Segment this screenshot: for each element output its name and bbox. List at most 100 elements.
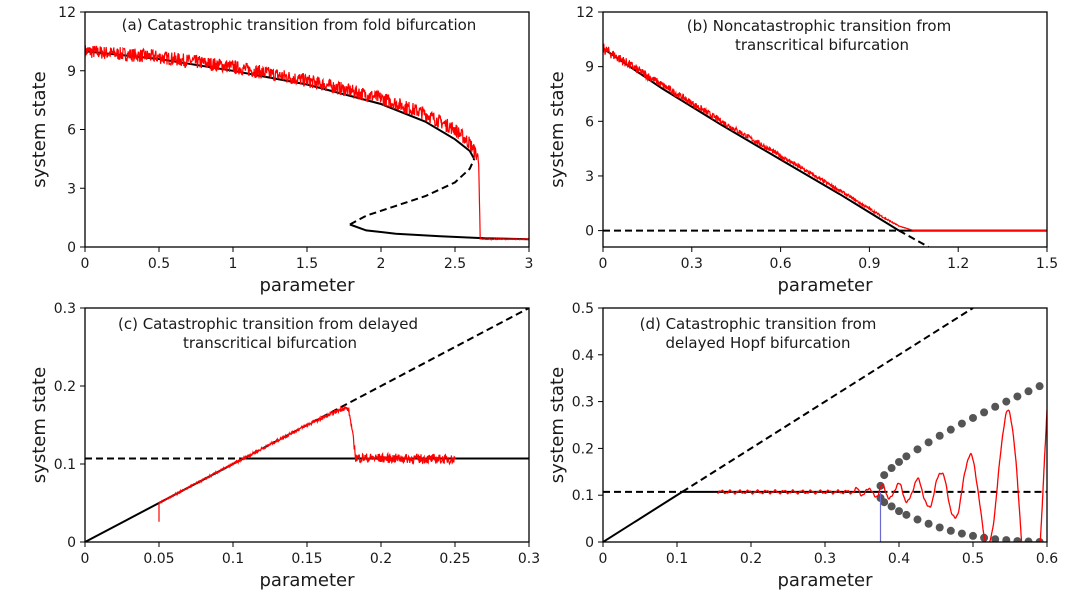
series-d-6-point: [1024, 537, 1033, 542]
series-b-0-line: [603, 47, 900, 232]
plot-area: [85, 308, 529, 542]
y-axis-label: system state: [547, 71, 568, 187]
series-d-5-point: [1013, 392, 1022, 401]
x-axis-label: parameter: [777, 275, 873, 296]
y-tick-label: 0.1: [54, 457, 76, 473]
x-tick-label: 0.6: [769, 256, 791, 272]
x-tick-label: 0.3: [681, 256, 703, 272]
y-tick-label: 0.3: [572, 395, 594, 411]
series-d-5-point: [924, 438, 933, 447]
x-axis-label: parameter: [777, 570, 873, 591]
series-c-1-line: [242, 308, 529, 460]
series-d-0-line: [603, 491, 683, 542]
series-d-6-point: [924, 519, 933, 528]
series-d-5-point: [913, 445, 922, 454]
panel-title: (c) Catastrophic transition from delayed: [118, 315, 418, 333]
series-d-7-trajectory: [717, 409, 1047, 542]
series-d-5-point: [902, 452, 911, 461]
x-tick-label: 0.5: [148, 256, 170, 272]
chart-panel-b: 0 0.3 0.6 0.9 1.2 1.5 0 3 6 9 12 parameter system st…: [547, 5, 1058, 296]
y-tick-label: 9: [585, 60, 594, 76]
series-d-6-point: [895, 507, 903, 516]
panel-title: transcritical bifurcation: [183, 334, 357, 352]
axes-frame: [602, 11, 1048, 248]
y-tick-label: 6: [585, 114, 594, 130]
y-tick-label: 0.4: [572, 348, 594, 364]
panel-title: (d) Catastrophic transition from: [640, 315, 877, 333]
series-a-3-trajectory: [85, 45, 529, 241]
x-tick-label: 0.3: [518, 551, 540, 567]
series-d-5-point: [887, 464, 896, 473]
series-d-6-point: [935, 523, 944, 532]
series-d-5-point: [876, 481, 885, 490]
series-d-5-point: [1024, 387, 1033, 396]
series-d-6-point: [887, 502, 896, 511]
series-d-6-point: [880, 498, 889, 507]
x-tick-label: 0: [81, 256, 90, 272]
series-d-5-point: [935, 431, 944, 440]
y-tick-label: 12: [58, 5, 76, 21]
series-d-6-point: [957, 529, 966, 538]
y-tick-label: 0.1: [572, 488, 594, 504]
x-tick-label: 0.6: [1036, 551, 1058, 567]
y-axis-label: system state: [29, 367, 50, 483]
y-tick-label: 0.5: [572, 301, 594, 317]
y-tick-label: 9: [67, 64, 76, 80]
series-d-6-point: [1035, 538, 1044, 542]
x-tick-label: 0.1: [666, 551, 688, 567]
panel-title: (a) Catastrophic transition from fold bi…: [122, 16, 477, 34]
x-tick-label: 2: [377, 256, 386, 272]
x-tick-label: 3: [525, 256, 534, 272]
panel-title: (b) Noncatastrophic transition from: [687, 17, 951, 35]
x-tick-label: 1.2: [947, 256, 969, 272]
panel-title: transcritical bifurcation: [735, 36, 909, 54]
y-tick-label: 3: [67, 181, 76, 197]
y-tick-label: 0.2: [54, 379, 76, 395]
chart-panel-d: 0 0.1 0.2 0.3 0.4 0.5 0.6 0 0.1 0.2 0.3 0.4 0.5 param…: [547, 301, 1058, 591]
series-d-5-point: [969, 413, 977, 422]
y-tick-label: 12: [576, 5, 594, 21]
x-tick-label: 0.5: [962, 551, 984, 567]
series-d-1-line: [681, 308, 974, 493]
y-tick-label: 0.2: [572, 441, 594, 457]
x-tick-label: 0: [81, 551, 90, 567]
y-tick-label: 0.3: [54, 301, 76, 317]
series-c-4-trajectory: [158, 404, 456, 522]
y-tick-label: 6: [67, 123, 76, 139]
x-tick-label: 0.3: [814, 551, 836, 567]
x-tick-label: 0.1: [222, 551, 244, 567]
chart-panel-a: 0 0.5 1 1.5 2 2.5 3 0 3 6 9 12 parameter system state…: [29, 5, 533, 296]
x-tick-label: 1.5: [296, 256, 318, 272]
series-a-1-line: [349, 158, 476, 226]
series-d-6-point: [969, 531, 977, 540]
series-d-6-point: [913, 515, 922, 524]
series-a-2-line: [349, 223, 529, 241]
y-tick-label: 0: [67, 240, 76, 256]
series-d-6-point: [902, 510, 911, 519]
x-tick-label: 0: [599, 256, 608, 272]
x-tick-label: 0.4: [888, 551, 910, 567]
x-axis-label: parameter: [259, 570, 355, 591]
series-d-6-point: [1002, 536, 1011, 542]
y-tick-label: 3: [585, 169, 594, 185]
series-d-6-point: [946, 526, 955, 535]
panel-title: delayed Hopf bifurcation: [665, 334, 850, 352]
series-d-6-point: [991, 535, 1000, 542]
series-d-5-point: [1002, 397, 1011, 406]
plot-area: [603, 308, 1047, 542]
series-d-6-point: [1013, 537, 1022, 542]
chart-panel-c: 0 0.05 0.1 0.15 0.2 0.25 0.3 0 0.1 0.2 0.3 paramete…: [29, 301, 540, 591]
series-b-1-line: [898, 229, 930, 247]
x-tick-label: 0.05: [143, 551, 174, 567]
series-d-5-point: [1035, 382, 1044, 391]
y-tick-label: 0: [585, 535, 594, 551]
x-tick-label: 0.15: [291, 551, 322, 567]
plot-area: [603, 43, 1047, 247]
x-tick-label: 0.9: [858, 256, 880, 272]
x-axis-label: parameter: [259, 275, 355, 296]
series-d-5-point: [991, 402, 1000, 411]
y-axis-label: system state: [547, 367, 568, 483]
x-tick-label: 0.25: [439, 551, 470, 567]
x-tick-label: 0.2: [370, 551, 392, 567]
